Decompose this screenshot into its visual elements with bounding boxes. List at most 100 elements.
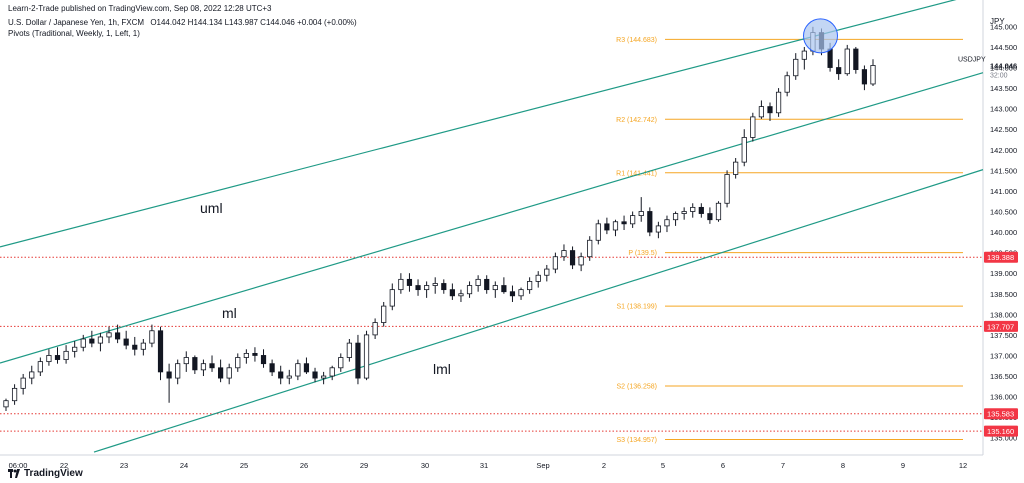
candle-body [269, 363, 275, 373]
published-line: Learn-2-Trade published on TradingView.c… [8, 4, 272, 13]
ohlc-values: O144.042 H144.134 L143.987 C144.046 +0.0… [150, 18, 357, 27]
candle-body [441, 283, 447, 291]
level-badge [984, 251, 1018, 263]
candle [595, 219, 601, 245]
pivot-label: R3 (144.683) [616, 37, 657, 44]
candle [612, 219, 619, 237]
y-tick-label: 142.000 [990, 146, 1017, 155]
candle-body [415, 285, 421, 291]
candle-body [449, 289, 455, 297]
candle [372, 318, 378, 339]
candle [535, 271, 541, 288]
candle [106, 326, 112, 344]
candle-body [458, 293, 464, 297]
x-tick-label: 29 [360, 461, 368, 470]
candle [544, 264, 550, 282]
candle-body [870, 65, 876, 85]
candle [72, 341, 78, 358]
x-tick-label: 24 [180, 461, 188, 470]
y-tick-label: 141.500 [990, 166, 1017, 175]
candle-body [724, 174, 730, 204]
candle [492, 281, 498, 298]
candle-body [140, 342, 146, 350]
candle [29, 365, 35, 385]
candle-body [372, 322, 378, 336]
candle-body [132, 344, 138, 350]
candle [218, 359, 224, 383]
candle-body [286, 375, 292, 379]
pivot-label: S3 (134.957) [617, 437, 657, 444]
pitchfork-label-lml: lml [433, 361, 451, 377]
candle-body [89, 338, 95, 344]
candle-body [569, 250, 576, 266]
x-tick-label: 6 [721, 461, 725, 470]
symbol-tag: USDJPY [958, 57, 986, 64]
candle-body [11, 387, 18, 402]
candle-body [844, 48, 850, 75]
candle [295, 359, 301, 381]
y-tick-label: 143.500 [990, 84, 1017, 93]
candle [140, 339, 146, 356]
level-badge-label: 139.388 [987, 253, 1014, 262]
candle-body [827, 48, 833, 68]
candle-body [338, 357, 344, 369]
pitchfork-label-uml: uml [200, 200, 223, 216]
y-tick-label: 135.000 [990, 434, 1017, 443]
x-tick-label: 9 [901, 461, 905, 470]
candle [458, 289, 464, 302]
candle [406, 273, 413, 292]
candle [509, 285, 516, 302]
candle-body [509, 291, 516, 297]
candle [389, 283, 395, 311]
candle [175, 359, 181, 385]
candle [346, 339, 352, 362]
candle-body [175, 363, 181, 379]
x-tick-label: 25 [240, 461, 248, 470]
candle-body [424, 285, 430, 291]
footer-brand[interactable]: TradingView [24, 468, 83, 479]
candle [655, 221, 661, 239]
candle [381, 301, 387, 327]
x-tick-label: Sep [536, 461, 549, 470]
candle-body [46, 355, 52, 363]
candle-body [114, 332, 121, 340]
countdown-label: 32:00 [990, 73, 1008, 80]
candle-body [321, 375, 327, 379]
candle [329, 365, 335, 381]
y-tick-label: 145.000 [990, 22, 1017, 31]
candle-body [149, 330, 155, 344]
candle [114, 324, 121, 344]
candle [621, 215, 627, 230]
candle-body [681, 211, 687, 214]
candle-body [72, 346, 78, 352]
candle-body [535, 274, 541, 282]
candle-body [278, 371, 284, 379]
candle-body [106, 332, 112, 338]
candle [518, 287, 524, 300]
candle-body [544, 268, 550, 276]
candle-body [595, 223, 601, 241]
candle [552, 252, 558, 274]
candle [793, 53, 799, 80]
candle [587, 236, 593, 261]
candle-body [243, 352, 249, 358]
indicator-line[interactable]: Pivots (Traditional, Weekly, 1, Left, 1) [8, 29, 140, 38]
candle [63, 345, 69, 364]
pivot-label: P (139.5) [628, 250, 657, 257]
candle [741, 129, 747, 167]
level-badge [984, 320, 1018, 332]
symbol-name[interactable]: U.S. Dollar / Japanese Yen, 1h, FXCM [8, 18, 145, 27]
candle [54, 347, 61, 364]
level-badge [984, 408, 1018, 420]
candle [278, 365, 284, 385]
candle [784, 71, 790, 97]
candle-body [355, 342, 361, 379]
candle-body [200, 363, 207, 371]
footer: TradingView [8, 468, 83, 479]
candle-body [784, 75, 790, 93]
candle [569, 246, 576, 270]
candle [183, 351, 189, 372]
candle-body [638, 211, 644, 217]
y-tick-label: 139.000 [990, 269, 1017, 278]
